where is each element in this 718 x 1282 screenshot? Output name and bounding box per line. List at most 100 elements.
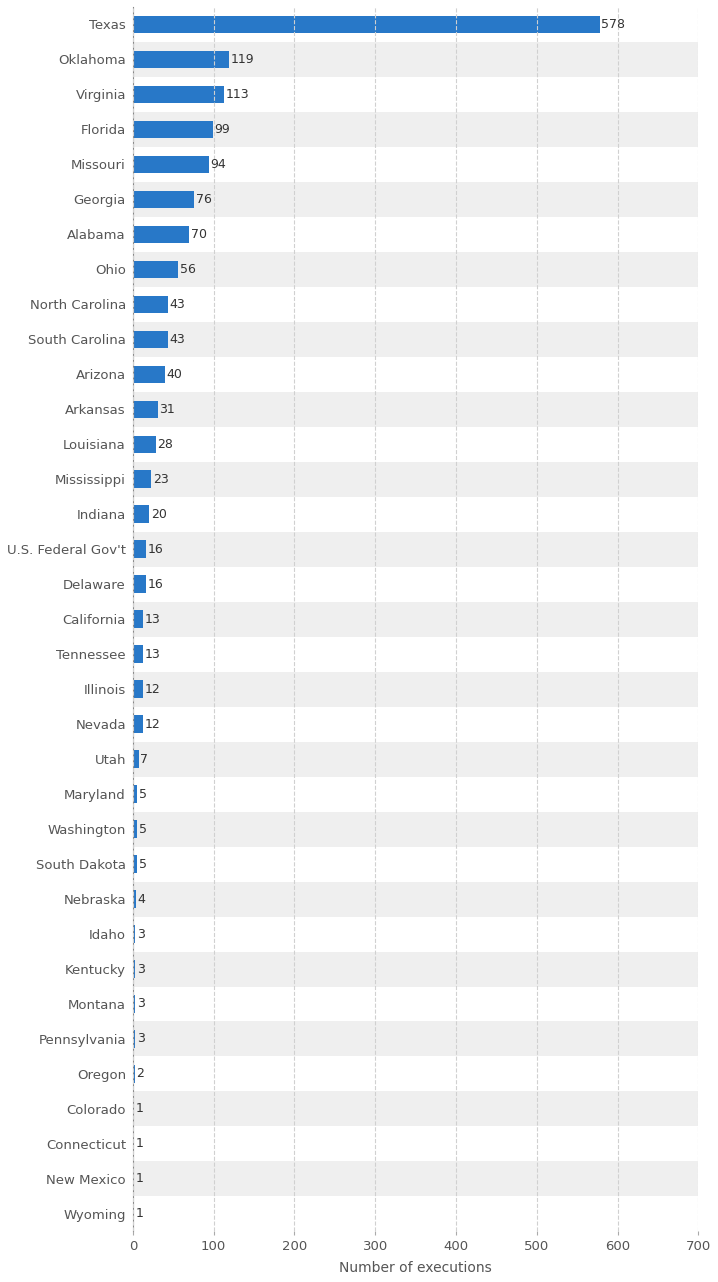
Bar [133,855,137,873]
Bar [133,191,195,208]
Text: 56: 56 [180,263,195,276]
Text: 1: 1 [135,1208,143,1220]
Bar [133,496,699,532]
Text: 28: 28 [157,437,173,451]
Bar [133,6,699,42]
Text: 1: 1 [135,1173,143,1186]
Bar [133,226,190,244]
Bar [133,147,699,182]
Text: 43: 43 [169,333,185,346]
Bar [133,1161,699,1196]
Text: 70: 70 [191,228,207,241]
Text: 76: 76 [196,192,212,206]
Bar [133,960,135,978]
Bar [133,1056,699,1091]
Text: 12: 12 [144,682,160,696]
Bar [133,1170,134,1187]
Bar [133,505,149,523]
Bar [133,1127,699,1161]
X-axis label: Number of executions: Number of executions [340,1261,492,1276]
Bar [133,436,156,453]
Bar [133,42,699,77]
Bar [133,1135,134,1153]
Bar [133,86,224,103]
Bar [133,296,167,313]
Bar [133,706,699,741]
Text: 94: 94 [210,158,226,171]
Text: 5: 5 [139,787,146,800]
Text: 2: 2 [136,1068,144,1081]
Bar [133,1065,134,1083]
Text: 578: 578 [602,18,625,31]
Bar [133,392,699,427]
Text: 40: 40 [167,368,182,381]
Text: 16: 16 [147,542,163,555]
Bar [133,356,699,392]
Text: 3: 3 [137,927,145,941]
Bar [133,77,699,112]
Bar [133,951,699,987]
Bar [133,610,144,628]
Bar [133,427,699,462]
Text: 3: 3 [137,997,145,1010]
Bar [133,681,143,697]
Bar [133,331,167,347]
Bar [133,365,165,383]
Bar [133,121,213,138]
Bar [133,217,699,251]
Text: 1: 1 [135,1103,143,1115]
Bar [133,987,699,1022]
Text: 43: 43 [169,297,185,310]
Text: 7: 7 [140,753,148,765]
Text: 4: 4 [138,892,146,905]
Bar [133,1022,699,1056]
Bar [133,890,136,908]
Bar [133,637,699,672]
Text: 20: 20 [151,508,167,520]
Text: 113: 113 [225,88,249,101]
Bar [133,532,699,567]
Text: 12: 12 [144,718,160,731]
Bar [133,112,699,147]
Bar [133,251,699,287]
Bar [133,462,699,496]
Bar [133,741,699,777]
Bar [133,260,178,278]
Text: 5: 5 [139,823,146,836]
Bar [133,182,699,217]
Bar [133,1205,134,1223]
Bar [133,672,699,706]
Bar [133,1100,134,1118]
Bar [133,715,143,733]
Bar [133,470,151,488]
Text: 99: 99 [215,123,230,136]
Bar [133,882,699,917]
Bar [133,287,699,322]
Text: 13: 13 [145,613,161,626]
Bar [133,601,699,637]
Bar [133,777,699,812]
Bar [133,812,699,846]
Text: 31: 31 [159,403,175,415]
Text: 1: 1 [135,1137,143,1150]
Bar [133,750,139,768]
Bar [133,1031,135,1047]
Text: 16: 16 [147,578,163,591]
Text: 3: 3 [137,963,145,976]
Bar [133,576,146,594]
Bar [133,15,600,33]
Bar [133,786,137,803]
Bar [133,322,699,356]
Bar [133,820,137,838]
Text: 13: 13 [145,647,161,660]
Bar [133,926,135,942]
Bar [133,400,158,418]
Bar [133,1196,699,1232]
Bar [133,541,146,558]
Bar [133,917,699,951]
Bar [133,155,209,173]
Text: 119: 119 [230,53,254,65]
Bar [133,1091,699,1127]
Bar [133,846,699,882]
Bar [133,51,229,68]
